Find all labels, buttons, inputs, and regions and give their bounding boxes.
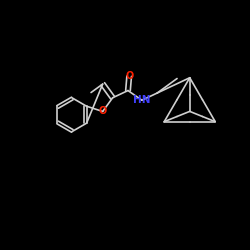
Text: O: O <box>98 106 107 117</box>
Text: HN: HN <box>133 95 151 105</box>
Text: O: O <box>125 71 133 81</box>
